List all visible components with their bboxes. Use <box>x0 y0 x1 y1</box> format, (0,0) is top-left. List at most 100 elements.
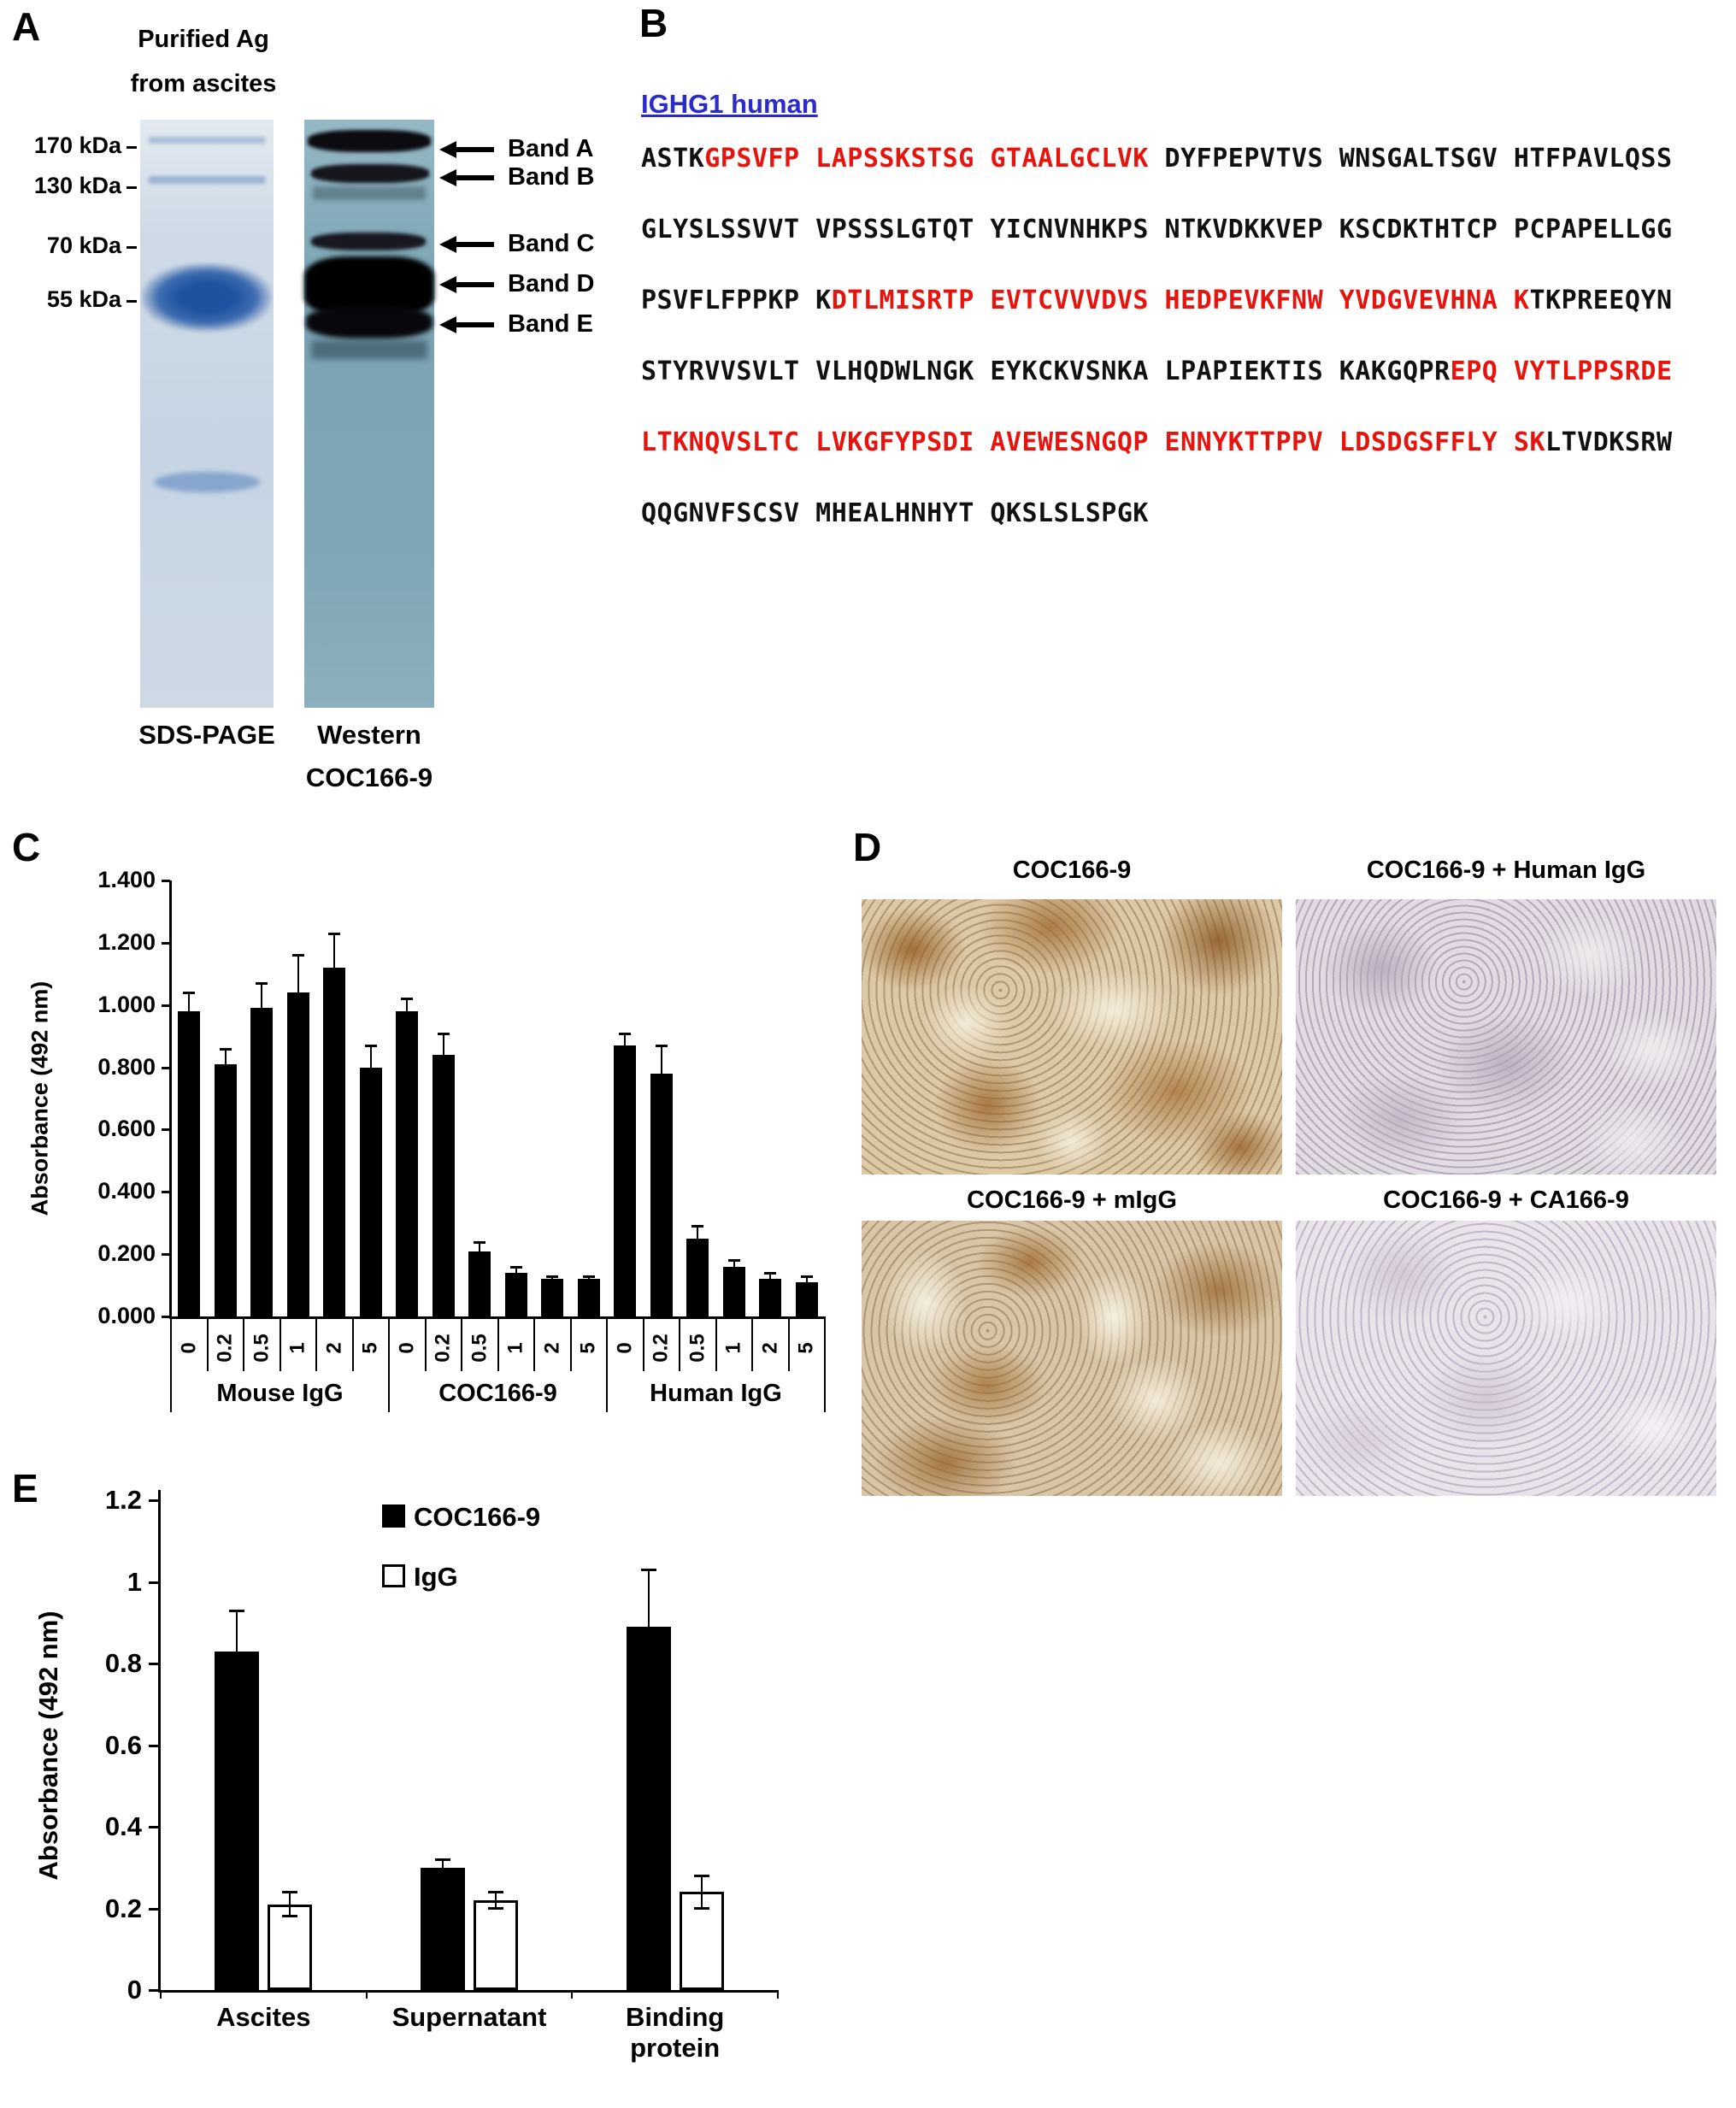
sequence-segment-red: EPQ VYTLPPSRDE <box>1450 356 1673 386</box>
bar <box>614 1045 637 1316</box>
category-separator-tick <box>824 1316 826 1412</box>
y-tick-label: 1.400 <box>97 867 156 892</box>
error-bar-cap <box>764 1283 777 1287</box>
sds-page-caption: SDS-PAGE <box>138 720 275 750</box>
error-bar-cap <box>256 982 268 986</box>
western-blot-image <box>304 120 434 708</box>
band-arrow-icon <box>439 236 456 253</box>
bar <box>178 1011 201 1316</box>
sequence-line: GLYSLSSVVT VPSSSLGTQT YICNVNHKPS NTKVDKK… <box>641 215 1727 286</box>
panel-a-label: A <box>12 4 41 49</box>
ighg1-human-link[interactable]: IGHG1 human <box>641 89 818 119</box>
x-tick-label-text: 0.5 <box>468 1334 491 1363</box>
bar-coc166-9 <box>215 1651 260 1990</box>
category-separator-tick <box>388 1316 390 1412</box>
molecular-weight-marker: 130 kDa <box>33 173 121 198</box>
x-tick-label: 2 <box>538 1323 566 1373</box>
bar <box>432 1055 455 1316</box>
bar-igg <box>474 1899 518 1990</box>
y-tick-label: 0.2 <box>104 1893 142 1923</box>
category-separator-tick <box>206 1316 209 1371</box>
band-arrow-icon <box>439 316 456 333</box>
error-bar-cap <box>219 1047 232 1051</box>
blot-smear-lower <box>311 340 427 359</box>
ihc-image-coc166-9-human-igg <box>1296 899 1716 1175</box>
x-tick <box>571 1990 574 1999</box>
band-arrow-icon <box>439 141 456 158</box>
band-arrow-shaft <box>455 242 494 247</box>
ihc-title-coc166-9: COC166-9 <box>1012 857 1132 884</box>
bar <box>722 1266 745 1316</box>
bar <box>759 1279 782 1316</box>
error-bar-cap <box>655 1045 668 1048</box>
sequence-line: ASTKGPSVFP LAPSSKSTSG GTAALGCLVK DYFPEPV… <box>641 144 1727 215</box>
error-bar-cap <box>655 1099 668 1103</box>
error-bar <box>479 1241 481 1261</box>
sequence-line: STYRVVSVLT VLHQDWLNGK EYKCKVSNKA LPAPIEK… <box>641 356 1727 427</box>
error-bar-cap <box>183 992 196 995</box>
sequence-segment-red: DTLMISRTP EVTCVVVDVS HEDPEVKFNW YVDGVEVH… <box>831 286 1530 315</box>
y-tick <box>162 1004 170 1007</box>
x-tick-label: 1 <box>285 1323 312 1373</box>
x-tick-label-text: 0.2 <box>213 1334 237 1363</box>
y-axis-line <box>169 880 172 1316</box>
blot-band-a <box>308 130 431 152</box>
y-tick <box>149 1581 158 1584</box>
error-bar-cap <box>582 1275 595 1278</box>
error-bar-cap <box>800 1275 813 1278</box>
error-bar-cap <box>282 1915 298 1918</box>
error-bar-cap <box>640 1569 656 1572</box>
y-tick <box>162 1128 170 1132</box>
error-bar-cap <box>488 1891 503 1894</box>
y-tick <box>162 1316 170 1318</box>
category-separator-tick <box>351 1316 354 1371</box>
bar <box>359 1067 382 1316</box>
x-tick-label-text: 5 <box>358 1342 382 1354</box>
band-label: Band B <box>508 163 595 191</box>
error-bar-cap <box>693 1906 709 1910</box>
bar-igg <box>268 1904 313 1990</box>
x-tick-label: 0 <box>175 1323 203 1373</box>
ihc-title-coc166-9-human-igg: COC166-9 + Human IgG <box>1366 857 1646 884</box>
y-tick <box>149 1907 158 1911</box>
category-separator-tick <box>243 1316 244 1371</box>
category-separator-tick <box>170 1316 172 1412</box>
band-arrow-shaft <box>455 282 494 287</box>
y-tick-label: 1.000 <box>97 991 156 1017</box>
bar <box>250 1008 274 1316</box>
error-bar <box>551 1275 554 1282</box>
error-bar-cap <box>256 1031 268 1034</box>
x-tick-label-text: 2 <box>540 1342 564 1354</box>
error-bar-cap <box>435 1874 450 1877</box>
error-bar <box>406 998 409 1024</box>
bar <box>577 1279 600 1316</box>
western-subcaption: COC166-9 <box>305 763 433 792</box>
x-tick <box>365 1990 368 1999</box>
error-bar-cap <box>509 1277 522 1281</box>
bar <box>286 992 309 1316</box>
x-tick-label: 0.5 <box>466 1323 493 1373</box>
sequence-segment-red: LTKNQVSLTC LVKGFYPSDI AVEWESNGQP ENNYKTT… <box>641 427 1546 457</box>
y-tick <box>149 1989 158 1992</box>
x-tick-label-text: 0 <box>613 1342 637 1354</box>
error-bar-cap <box>229 1609 245 1612</box>
panel-a-title-line1: Purified Ag <box>138 26 269 53</box>
error-bar <box>369 1045 372 1090</box>
bar <box>686 1238 709 1316</box>
band-label: Band A <box>508 135 594 162</box>
x-tick-label-text: 1 <box>503 1342 527 1354</box>
sequence-segment-red: GPSVFP LAPSSKSTSG GTAALGCLVK <box>704 144 1149 174</box>
y-tick-label: 1.200 <box>97 928 156 955</box>
error-bar-cap <box>364 1087 377 1091</box>
x-tick <box>160 1990 162 1999</box>
error-bar-cap <box>693 1875 709 1878</box>
error-bar-cap <box>691 1249 704 1252</box>
category-separator-tick <box>497 1316 499 1371</box>
x-category-label: Supernatant <box>391 2002 547 2032</box>
x-tick-label-text: 1 <box>721 1342 745 1354</box>
group-label: Mouse IgG <box>216 1380 344 1407</box>
x-tick-label-text: 0.5 <box>250 1334 274 1363</box>
y-tick-label: 0 <box>127 1975 142 2005</box>
sequence-line: LTKNQVSLTC LVKGFYPSDI AVEWESNGQP ENNYKTT… <box>641 427 1727 498</box>
